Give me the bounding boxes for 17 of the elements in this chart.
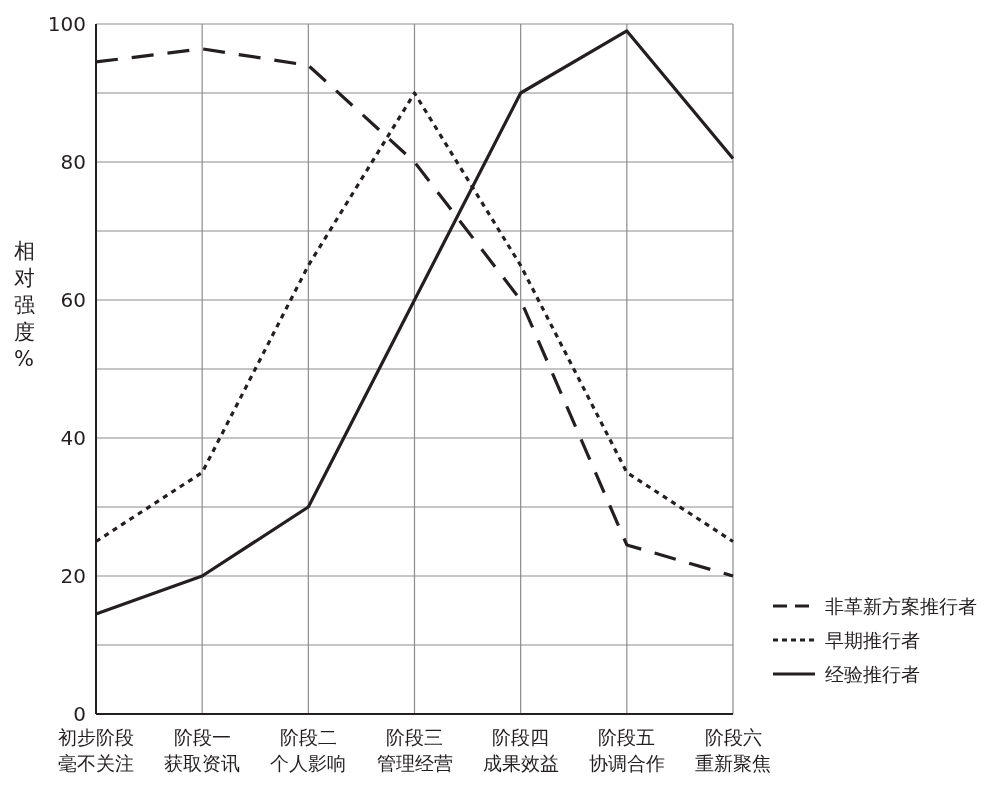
y-tick-label: 0 <box>73 702 86 726</box>
legend-label: 早期推行者 <box>825 629 920 651</box>
x-tick-label: 阶段二个人影响 <box>270 726 347 774</box>
y-axis-title: 相对强度% <box>13 239 35 371</box>
y-tick-label: 20 <box>60 564 86 588</box>
x-tick-label: 阶段四成果效益 <box>482 726 559 774</box>
y-tick-label: 60 <box>60 288 86 312</box>
x-tick-label: 阶段六重新聚焦 <box>695 726 771 774</box>
y-tick-label: 100 <box>47 12 86 36</box>
x-tick-label: 阶段五协调合作 <box>588 726 665 774</box>
x-tick-label: 阶段一获取资讯 <box>164 726 241 774</box>
x-tick-label: 阶段三管理经营 <box>376 726 453 774</box>
y-tick-label: 40 <box>60 426 86 450</box>
legend-label: 非革新方案推行者 <box>825 595 977 617</box>
x-tick-label: 初步阶段毫不关注 <box>58 726 134 774</box>
legend-label: 经验推行者 <box>825 663 920 685</box>
y-tick-label: 80 <box>60 150 86 174</box>
